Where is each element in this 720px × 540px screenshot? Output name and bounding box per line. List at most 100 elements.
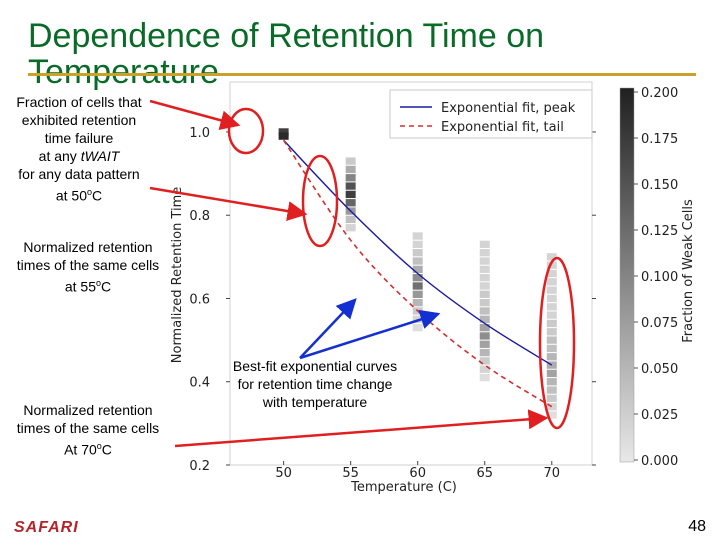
heatmap-cell — [345, 182, 356, 190]
heatmap-cell — [546, 294, 557, 303]
colorbar-tick-label: 0.125 — [641, 224, 678, 239]
colorbar-label: Fraction of Weak Cells — [681, 199, 696, 343]
arrow-bestfit-right — [299, 309, 441, 360]
heatmap-cell — [479, 257, 490, 265]
legend: Exponential fit, peak Exponential fit, t… — [389, 89, 593, 139]
annotation-fraction: Fraction of cells that exhibited retenti… — [4, 93, 154, 205]
heatmap-cell — [546, 394, 557, 403]
plot-area — [229, 81, 593, 466]
arrow-fraction — [149, 99, 241, 131]
heatmap-cell — [412, 265, 423, 273]
arrow-70c — [174, 409, 549, 448]
annotation-bestfit-line2: for retention time change — [237, 376, 393, 392]
heatmap-cell — [479, 323, 490, 332]
heatmap-cell — [546, 328, 557, 336]
legend-label-tail: Exponential fit, tail — [441, 120, 564, 135]
heatmap-cell — [546, 319, 557, 328]
annotation-bestfit-line1: Best-fit exponential curves — [232, 358, 398, 374]
y-tick-label: 1.0 — [189, 126, 210, 141]
heatmap-cell — [479, 373, 490, 382]
safari-logo: SAFARI — [14, 519, 79, 536]
heatmap-cell — [546, 286, 557, 294]
heatmap-cell — [412, 290, 423, 298]
annotation-bestfit: Best-fit exponential curves for retentio… — [212, 357, 418, 411]
heatmap-cell — [278, 128, 289, 136]
heatmap-cell — [479, 348, 490, 357]
y-tick-label: 0.2 — [189, 459, 210, 474]
heatmap-cell — [546, 386, 557, 394]
heatmap-cell — [412, 282, 423, 290]
heatmap-cell — [479, 365, 490, 373]
heatmap-cell — [345, 224, 356, 232]
highlight-ellipses — [227, 107, 576, 430]
series-line-peak — [283, 139, 553, 366]
heatmap-cell — [412, 240, 423, 249]
heatmap-cell — [345, 174, 356, 182]
annotation-fraction-line1: Fraction of cells that — [16, 94, 142, 110]
annotation-70c: Normalized retention times of the same c… — [2, 401, 174, 459]
x-axis-ticks: 50 55 60 65 70 — [275, 461, 560, 481]
annotation-fraction-line2: exhibited retention — [21, 112, 137, 128]
annotation-fraction-line5: for any data pattern — [18, 166, 140, 182]
y-axis-label: Normalized Retention Time — [170, 187, 185, 363]
x-tick-label: 50 — [275, 466, 292, 481]
heatmap-cell — [278, 132, 289, 140]
annotation-70c-line1: Normalized retention — [23, 402, 153, 418]
series-line-tail — [282, 139, 553, 408]
heatmap-cell — [479, 307, 490, 315]
heatmap-cell — [479, 282, 490, 290]
highlight-ellipse-50 — [227, 107, 265, 155]
heatmap-cell — [479, 240, 490, 249]
heatmap-cell — [546, 344, 557, 353]
heatmap-cell — [412, 323, 423, 332]
slide-title: Dependence of Retention Time on Temperat… — [28, 17, 545, 91]
heatmap-cell — [546, 253, 557, 261]
colorbar-tick-label: 0.075 — [641, 316, 678, 331]
heatmap-cell — [412, 249, 423, 257]
colorbar-tick-label: 0.050 — [641, 362, 678, 377]
colorbar-tick-label: 0.000 — [641, 454, 678, 469]
annotation-bestfit-line3: with temperature — [262, 394, 368, 410]
annotation-55c-line3: at 55 — [64, 278, 96, 295]
legend-box — [389, 89, 593, 139]
heatmap-cell — [546, 361, 557, 369]
heatmap-cell — [345, 215, 356, 224]
heatmap-cell — [546, 311, 557, 319]
colorbar-ticks: 0.200 0.175 0.150 0.125 0.100 0.075 0.050 0.025… — [634, 86, 678, 469]
x-axis-label: Temperature (C) — [350, 480, 457, 495]
annotation-55c-line2: times of the same cells — [16, 257, 160, 273]
heatmap-cell — [546, 378, 557, 386]
colorbar-tick-label: 0.100 — [641, 270, 678, 285]
heatmap-cell — [546, 411, 557, 419]
heatmap-cell — [479, 265, 490, 273]
heatmap-cell — [546, 303, 557, 311]
page-number: 48 — [688, 518, 706, 535]
heatmap-cell — [479, 249, 490, 257]
heatmap-cell — [412, 232, 423, 240]
highlight-ellipse-70 — [538, 256, 576, 430]
heatmap-cell — [412, 257, 423, 265]
y-axis-ticks: 0.2 0.4 0.6 0.8 1.0 — [189, 126, 596, 474]
heatmap-cell — [479, 340, 490, 348]
x-tick-label: 60 — [409, 466, 426, 481]
arrow-bestfit-left — [299, 298, 357, 359]
heatmap-cell — [345, 165, 356, 174]
annotation-twait: tWAIT — [80, 148, 120, 164]
heatmap-cell — [546, 261, 557, 269]
heatmap-cell — [345, 199, 356, 207]
heatmap-cell — [479, 274, 490, 282]
colorbar-tick-label: 0.175 — [641, 132, 678, 147]
annotation-55c: Normalized retention times of the same c… — [2, 238, 174, 296]
legend-label-peak: Exponential fit, peak — [441, 101, 576, 116]
heatmap-cell — [546, 403, 557, 411]
heatmap-cell — [345, 190, 356, 199]
x-tick-label: 65 — [476, 466, 493, 481]
heatmap-cell — [546, 336, 557, 344]
heatmap-cell — [479, 357, 490, 365]
annotation-fraction-line6: at 50 — [55, 187, 87, 204]
heatmap-cell — [479, 290, 490, 298]
colorbar-tick-label: 0.200 — [641, 86, 678, 101]
x-tick-label: 70 — [544, 466, 561, 481]
annotation-55c-line1: Normalized retention — [23, 239, 153, 255]
